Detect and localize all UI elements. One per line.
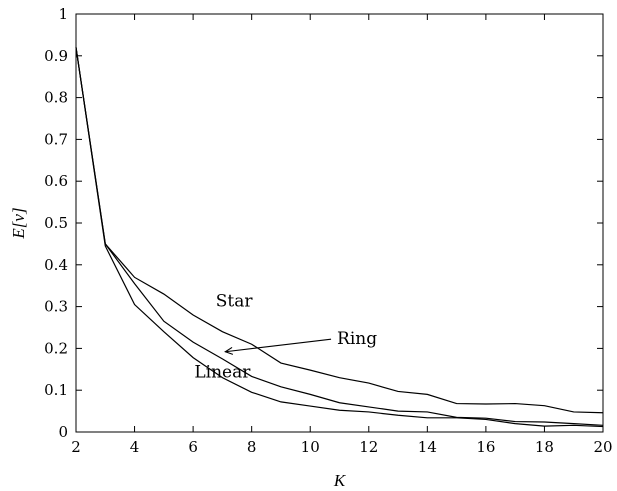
series-line-star: [75, 47, 604, 414]
y-tick-label: 0.2: [44, 339, 68, 357]
series-line-linear: [75, 47, 604, 428]
plot-frame: [75, 13, 604, 433]
y-tick-label: 0.3: [44, 298, 68, 316]
x-tick-label: 14: [418, 438, 437, 456]
y-tick-label: 0.5: [44, 214, 68, 232]
y-tick-label: 0.1: [44, 381, 68, 399]
x-tick-label: 10: [301, 438, 320, 456]
annotation-linear: Linear: [194, 363, 251, 383]
ticks-layer: 2 4 6 8 10 12 14 16 18 20 0 0.1 0.2 0.3 0.4 0.5 0.6 0.7 0.…: [44, 5, 612, 456]
annotation-layer: Star Ring Linear: [194, 292, 377, 383]
x-tick-label: 8: [247, 438, 257, 456]
x-tick-label: 20: [593, 438, 612, 456]
arrow-head: [224, 346, 234, 355]
annotation-star: Star: [216, 292, 254, 312]
x-tick-label: 6: [188, 438, 198, 456]
y-tick-label: 0: [58, 423, 68, 441]
y-axis-label: E[ν]: [9, 207, 28, 239]
y-tick-label: 0.7: [44, 130, 68, 148]
x-tick-label: 18: [535, 438, 554, 456]
x-tick-label: 12: [359, 438, 378, 456]
annotation-ring: Ring: [337, 329, 377, 349]
y-tick-label: 1: [58, 5, 68, 23]
x-tick-label: 16: [476, 438, 495, 456]
y-tick-label: 0.8: [44, 89, 68, 107]
series-line-ring: [75, 47, 604, 426]
x-tick-label: 2: [71, 438, 81, 456]
y-tick-label: 0.9: [44, 47, 68, 65]
annotation-arrow: [225, 338, 332, 353]
y-tick-label: 0.6: [44, 172, 68, 190]
series-layer: [75, 47, 604, 428]
y-tick-label: 0.4: [44, 256, 68, 274]
x-tick-label: 4: [130, 438, 140, 456]
x-axis-label: K: [333, 471, 347, 490]
